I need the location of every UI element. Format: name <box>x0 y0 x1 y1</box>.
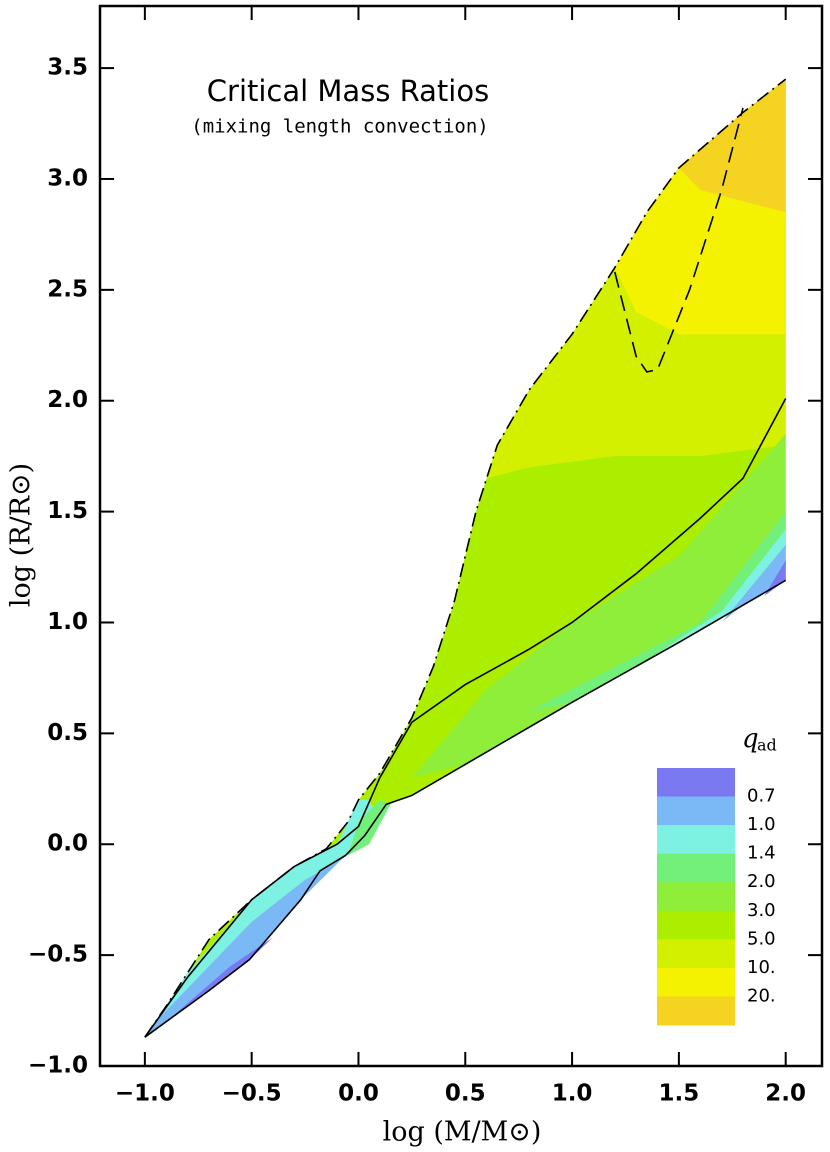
colorbar-level-label: 1.4 <box>747 843 776 864</box>
boundary-line <box>144 78 787 1038</box>
colorbar-swatch <box>657 825 735 855</box>
x-tick-label: 0.5 <box>445 1081 486 1107</box>
contour-band <box>678 79 786 213</box>
y-tick-label: −0.5 <box>28 942 88 968</box>
y-axis-label: log (R/R⊙) <box>6 463 37 607</box>
x-tick-label: 1.0 <box>552 1081 593 1107</box>
colorbar-swatch <box>657 939 735 969</box>
boundary-line <box>144 579 787 1038</box>
boundary-line <box>144 398 787 1038</box>
colorbar-level-label: 20. <box>747 985 776 1006</box>
colorbar-level-label: 5.0 <box>747 928 776 949</box>
colorbar-label-sub: ad <box>757 736 777 755</box>
colorbar-level-label: 1.0 <box>747 814 776 835</box>
y-tick-label: 1.0 <box>47 609 88 635</box>
colorbar-level-label: 2.0 <box>747 871 776 892</box>
x-tick-label: 2.0 <box>765 1081 806 1107</box>
y-tick-label: 0.5 <box>47 720 88 746</box>
colorbar-swatch <box>657 853 735 883</box>
plot-area <box>144 78 787 1038</box>
contour-band <box>721 544 786 623</box>
contour-band <box>411 433 786 778</box>
plot-frame <box>98 4 824 1068</box>
colorbar-level-label: 10. <box>747 957 776 978</box>
contour-band <box>764 560 786 596</box>
x-tick-label: −0.5 <box>222 1081 282 1107</box>
colorbar-swatch <box>657 910 735 940</box>
contour-band <box>144 937 274 1038</box>
y-tick-label: 2.5 <box>47 276 88 302</box>
chart-subtitle: (mixing length convection) <box>191 116 488 138</box>
x-axis-label: log (M/M⊙) <box>383 1117 542 1148</box>
colorbar-swatch <box>657 768 735 798</box>
colorbar-swatch <box>657 996 735 1026</box>
colorbar-swatch <box>657 796 735 826</box>
y-tick-label: 1.5 <box>47 498 88 524</box>
colorbar-label: q <box>742 724 759 754</box>
x-tick-label: 0.0 <box>338 1081 379 1107</box>
colorbar-swatch <box>657 967 735 997</box>
colorbar-swatch <box>657 882 735 912</box>
x-tick-label: 1.5 <box>659 1081 700 1107</box>
y-tick-label: 0.0 <box>47 831 88 857</box>
y-tick-label: 3.0 <box>47 165 88 191</box>
x-tick-label: −1.0 <box>115 1081 175 1107</box>
y-tick-label: 3.5 <box>47 55 88 81</box>
colorbar-level-label: 3.0 <box>747 900 776 921</box>
y-tick-label: 2.0 <box>47 387 88 413</box>
boundary-line <box>614 107 744 373</box>
colorbar-level-label: 0.7 <box>747 786 776 807</box>
contour-band <box>144 855 346 1038</box>
chart-title: Critical Mass Ratios <box>207 74 489 108</box>
y-tick-label: −1.0 <box>28 1053 88 1079</box>
